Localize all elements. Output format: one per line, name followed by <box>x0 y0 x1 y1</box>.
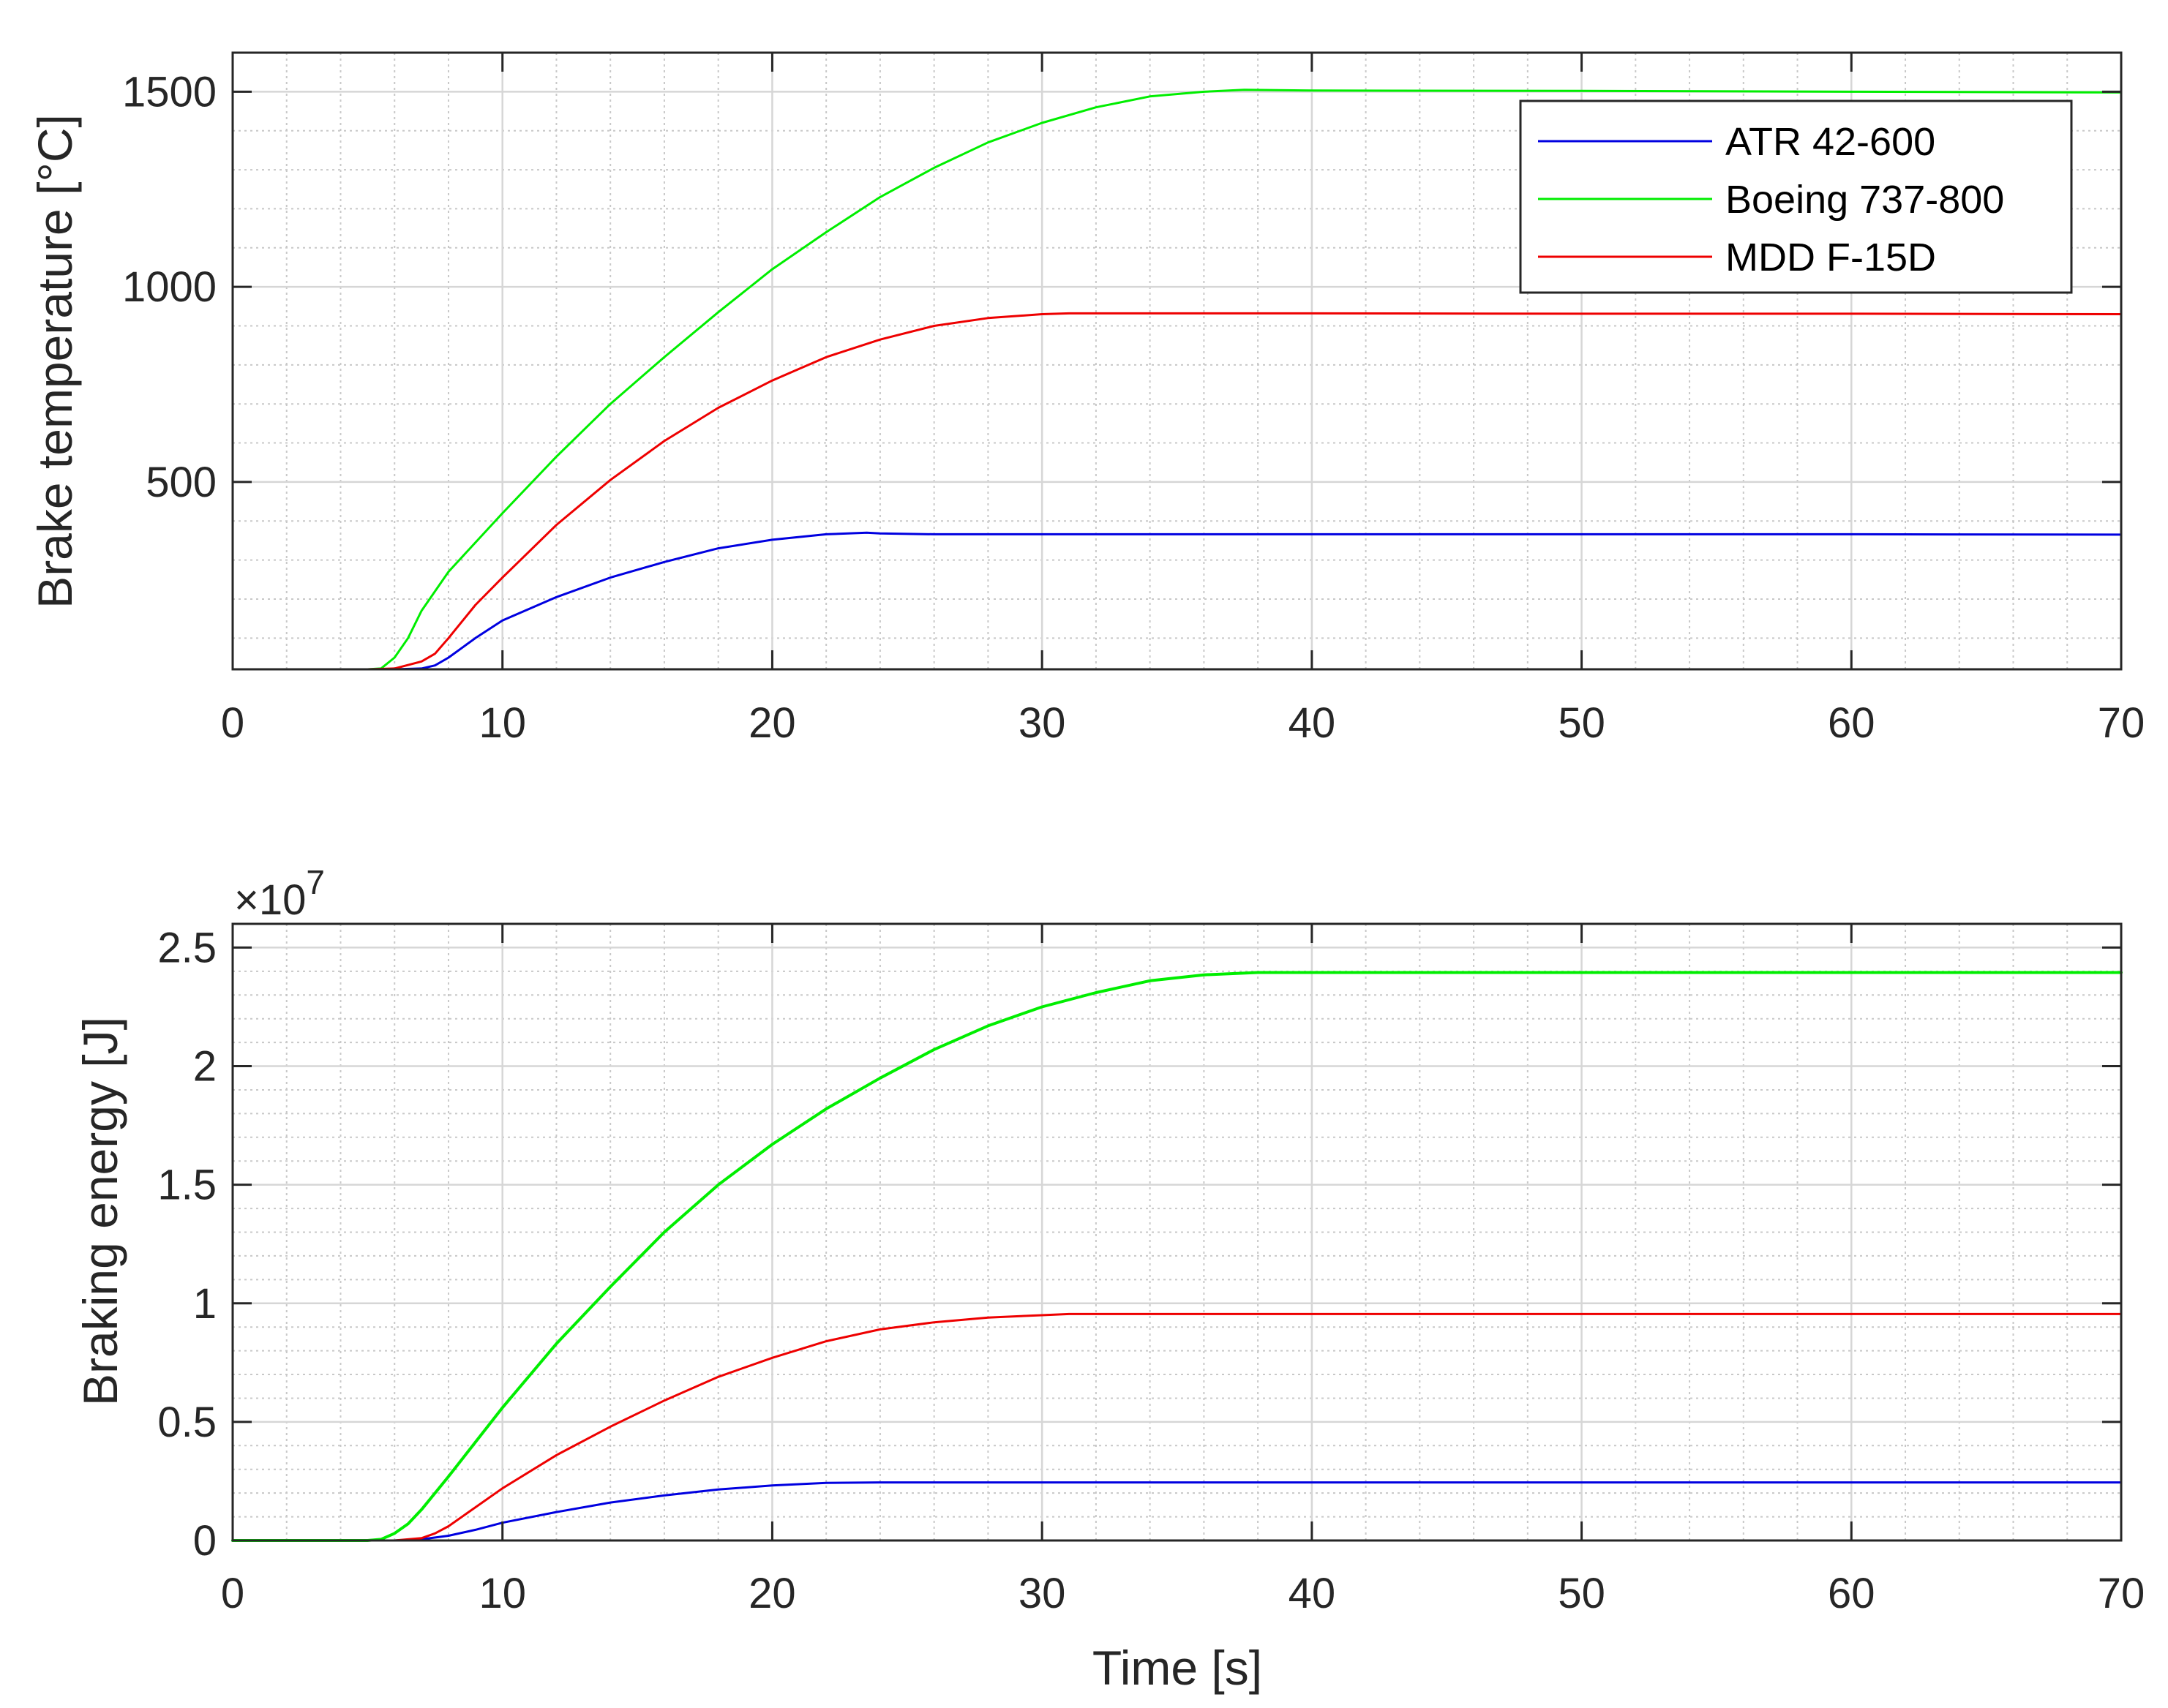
legend-label-boeing: Boeing 737-800 <box>1725 178 2004 222</box>
x-tick-label: 50 <box>1558 1570 1605 1617</box>
series-line-mdd-f-15d <box>231 1312 2123 1542</box>
x-tick-label: 60 <box>1828 699 1875 747</box>
tick-marks <box>231 924 2123 1542</box>
x-tick-label: 0 <box>221 1570 244 1617</box>
legend-box <box>1519 99 2073 294</box>
series-line-boeing-737-800 <box>231 971 2123 1542</box>
x-axis-label: Time [s] <box>1092 1641 1262 1695</box>
x-tick-label: 10 <box>479 699 526 747</box>
axes-box <box>231 922 2123 1542</box>
y-tick-label: 1500 <box>122 68 217 116</box>
legend-label-atr: ATR 42-600 <box>1725 120 1935 164</box>
x-tick-label: 30 <box>1019 1570 1066 1617</box>
x-tick-labels: 0 10 20 30 40 50 60 70 <box>221 1570 2145 1617</box>
y-tick-label: 0 <box>193 1517 217 1565</box>
y-tick-label: 500 <box>146 459 217 506</box>
y-tick-label: 2 <box>193 1043 217 1091</box>
tick-marks <box>231 53 2123 669</box>
x-tick-label: 40 <box>1289 699 1336 747</box>
y-tick-label: 1 <box>193 1280 217 1328</box>
legend: ATR 42-600 Boeing 737-800 MDD F-15D <box>1519 99 2073 294</box>
x-tick-label: 50 <box>1558 699 1605 747</box>
y-tick-label: 1.5 <box>157 1162 217 1209</box>
series-line-atr-42-600 <box>231 1481 2123 1542</box>
series-line-atr-42-600 <box>231 531 2123 671</box>
y-tick-label: 2.5 <box>157 924 217 971</box>
x-tick-label: 70 <box>2098 699 2145 747</box>
x-tick-label: 40 <box>1289 1570 1336 1617</box>
x-tick-label: 70 <box>2098 1570 2145 1617</box>
series-layer <box>231 971 2123 1542</box>
y-exponent-label: ×107 <box>234 863 325 924</box>
x-tick-label: 20 <box>749 1570 796 1617</box>
y-tick-label: 1000 <box>122 263 217 311</box>
series-layer <box>231 89 2123 671</box>
x-tick-labels: 0 10 20 30 40 50 60 70 <box>221 699 2145 747</box>
x-tick-label: 20 <box>749 699 796 747</box>
y-axis-label: Braking energy [J] <box>73 1017 127 1406</box>
y-tick-label: 0.5 <box>157 1399 217 1446</box>
minor-grid <box>233 52 2121 669</box>
series-line-mdd-f-15d <box>231 312 2123 671</box>
y-tick-labels: 0 0.5 1 1.5 2 2.5 <box>157 924 217 1565</box>
x-tick-label: 0 <box>221 699 244 747</box>
y-axis-label: Brake temperature [°C] <box>28 114 82 609</box>
legend-label-mdd: MDD F-15D <box>1725 236 1936 279</box>
y-tick-labels: 500 1000 1500 <box>122 68 217 506</box>
x-tick-label: 10 <box>479 1570 526 1617</box>
axes-box <box>231 51 2123 671</box>
brake-temperature-chart: 0 10 20 30 40 50 60 70 500 1000 1500 Brake temper… <box>28 51 2145 747</box>
y-exponent-power: 7 <box>306 863 325 901</box>
x-tick-label: 30 <box>1019 699 1066 747</box>
y-exponent-base: ×10 <box>234 876 306 924</box>
major-grid <box>233 924 2121 1540</box>
series-line-boeing-737-800 <box>231 89 2123 671</box>
x-tick-label: 60 <box>1828 1570 1875 1617</box>
braking-energy-chart: 0 10 20 30 40 50 60 70 0 0.5 1 1.5 2 2.5 Braking ene… <box>73 863 2145 1695</box>
